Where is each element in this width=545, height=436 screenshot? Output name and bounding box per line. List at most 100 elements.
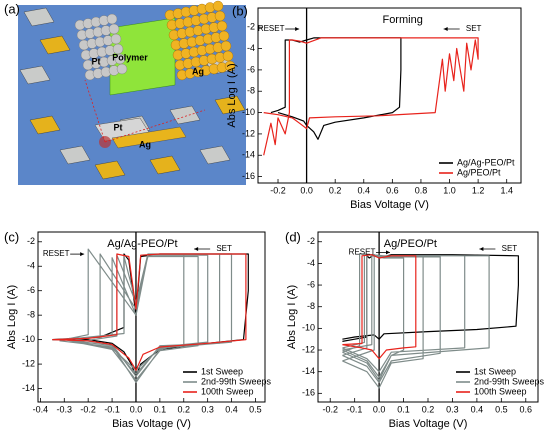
chart-title: Forming	[382, 14, 422, 26]
x-tick-label: 1.4	[500, 185, 513, 195]
y-tick-label: -16	[242, 171, 255, 181]
series-line	[52, 253, 247, 371]
x-tick-label: 0.6	[386, 185, 399, 195]
y-axis-label: Abs Log I (A)	[286, 285, 298, 349]
x-tick-label: 0.2	[329, 185, 342, 195]
ag-atom	[212, 0, 224, 12]
illustration-label: Polymer	[112, 52, 148, 62]
series-line	[342, 254, 417, 360]
x-tick-label: 0.0	[300, 185, 313, 195]
y-tick-label: -14	[242, 150, 255, 160]
x-tick-label: 0.8	[415, 185, 428, 195]
legend-label: 1st Sweep	[201, 366, 243, 376]
series-line	[342, 254, 519, 342]
legend-label: 100th Sweep	[474, 386, 527, 396]
x-tick-label: -0.4	[33, 404, 49, 414]
pt-atom	[112, 43, 124, 55]
x-tick-label: -0.2	[270, 185, 286, 195]
y-tick-label: -8	[307, 301, 315, 311]
annotation: RESET	[258, 24, 285, 33]
ag-atom	[216, 20, 228, 32]
x-tick-label: 0.2	[178, 404, 191, 414]
x-tick-label: 0.1	[397, 404, 410, 414]
y-tick-label: -4	[307, 258, 315, 268]
x-tick-label: 0.2	[422, 404, 435, 414]
legend-label: 2nd-99th Sweeps	[201, 376, 272, 386]
y-tick-label: -2	[307, 236, 315, 246]
panel-label: (a)	[4, 1, 20, 16]
ag-atom	[214, 10, 226, 22]
y-tick-label: -12	[22, 358, 35, 368]
x-tick-label: 1.0	[443, 185, 456, 195]
chart-title: Ag/PEO/Pt	[384, 238, 437, 250]
x-axis-label: Bias Voltage (V)	[350, 199, 429, 211]
ag-atom	[224, 60, 236, 72]
arrow-head	[443, 27, 448, 31]
annotation: RESET	[43, 249, 70, 258]
y-tick-label: -6	[247, 64, 255, 74]
x-tick-label: 0.0	[373, 404, 386, 414]
x-tick-label: 0.5	[249, 404, 262, 414]
legend-label: Ag/PEO/Pt	[457, 167, 501, 177]
series-line	[59, 248, 233, 383]
illustration: Pt Polymer Ag Pt Ag	[18, 0, 246, 185]
zoom-line	[104, 109, 206, 143]
tile	[199, 145, 231, 165]
plot-frame	[257, 7, 522, 184]
annotation: SET	[216, 244, 232, 253]
tile	[39, 35, 71, 55]
pt-atom	[108, 23, 120, 35]
x-tick-label: 0.3	[446, 404, 459, 414]
arrow-head	[80, 252, 85, 257]
x-tick-label: 0.4	[225, 404, 238, 414]
x-tick-label: 0.4	[471, 404, 484, 414]
panel-label: (d)	[285, 229, 301, 244]
pt-atom	[116, 63, 128, 75]
ag-atom	[222, 50, 234, 62]
series-line	[342, 253, 490, 389]
x-tick-label: 0.3	[201, 404, 214, 414]
illustration-label: Pt	[114, 122, 123, 132]
y-tick-label: -8	[27, 310, 35, 320]
x-tick-label: 1.2	[472, 185, 485, 195]
legend-label: 100th Sweep	[201, 386, 254, 396]
tile	[149, 155, 181, 175]
y-tick-label: -4	[27, 261, 35, 271]
x-tick-label: -0.1	[104, 404, 120, 414]
arrow-head	[194, 247, 199, 251]
annotation: SET	[502, 244, 518, 253]
x-tick-label: -0.2	[322, 404, 338, 414]
ag-atom	[220, 40, 232, 52]
y-axis-label: Abs Log I (A)	[226, 63, 238, 127]
y-tick-label: -2	[27, 236, 35, 246]
legend-label: Ag/Ag-PEO/Pt	[457, 157, 515, 167]
arrow-head	[295, 27, 300, 31]
y-tick-label: -14	[302, 366, 315, 376]
panel-label: (c)	[4, 229, 19, 244]
arrow-head	[386, 250, 390, 255]
pt-atom	[110, 33, 122, 45]
annotation: RESET	[349, 248, 376, 257]
x-tick-label: 0.5	[495, 404, 508, 414]
panel-label: (b)	[232, 3, 248, 18]
y-tick-label: -12	[302, 344, 315, 354]
tile	[23, 7, 55, 27]
tile	[19, 65, 51, 85]
y-tick-label: -14	[22, 383, 35, 393]
x-tick-label: 0.4	[358, 185, 371, 195]
plot-frame	[37, 231, 266, 403]
plot-frame	[317, 231, 539, 403]
illustration-label: Ag	[139, 139, 151, 149]
tile	[94, 160, 126, 180]
x-tick-label: 0.1	[154, 404, 167, 414]
pt-atom	[114, 53, 126, 65]
x-tick-label: 0.0	[130, 404, 143, 414]
y-tick-label: -10	[242, 107, 255, 117]
arrow-head	[479, 247, 484, 251]
illustration-label: Ag	[192, 66, 204, 76]
tile	[29, 115, 61, 135]
tile	[59, 145, 91, 165]
illustration-label: Pt	[92, 56, 101, 66]
y-tick-label: -12	[242, 128, 255, 138]
legend-label: 1st Sweep	[474, 366, 516, 376]
